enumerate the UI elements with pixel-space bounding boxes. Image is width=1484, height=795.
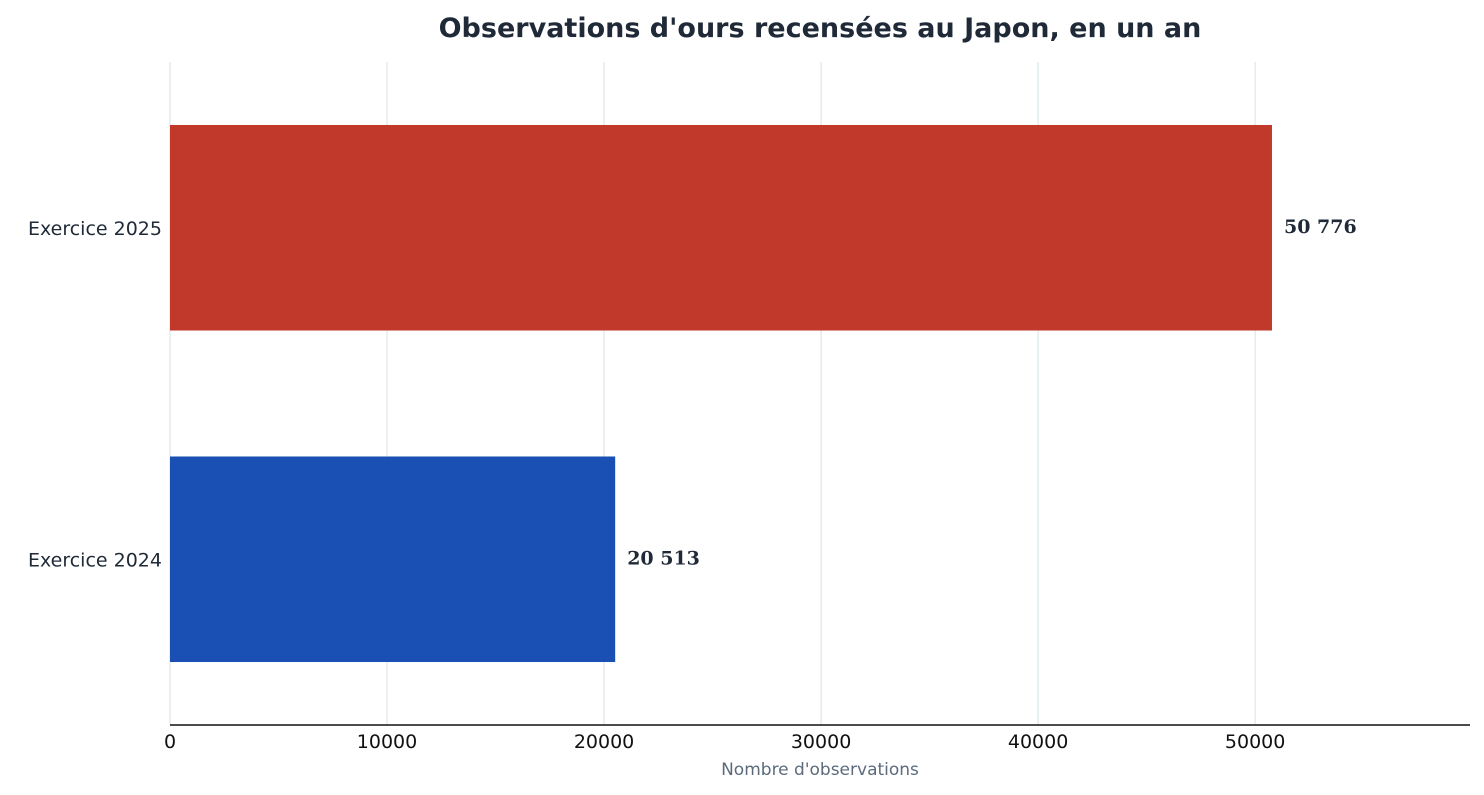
category-label-0: Exercice 2025	[28, 218, 162, 240]
bar-0	[170, 124, 1272, 331]
x-tick-labels: 0 10000 20000 30000 40000 50000	[164, 731, 1285, 753]
category-label-1: Exercice 2024	[28, 549, 162, 571]
x-tick-label-3: 30000	[791, 731, 851, 753]
value-label-0: 50 776	[1284, 216, 1357, 238]
x-tick-label-0: 0	[164, 731, 176, 753]
bars	[170, 124, 1272, 663]
chart-title: Observations d'ours recensées au Japon, …	[439, 13, 1202, 44]
x-tick-label-1: 10000	[357, 731, 417, 753]
value-label-1: 20 513	[627, 547, 700, 569]
x-tick-label-4: 40000	[1008, 731, 1068, 753]
x-tick-label-2: 20000	[574, 731, 634, 753]
bar-1	[170, 456, 616, 663]
category-labels: Exercice 2025 Exercice 2024	[28, 218, 162, 572]
x-axis-label: Nombre d'observations	[721, 760, 919, 780]
x-tick-label-5: 50000	[1225, 731, 1285, 753]
value-labels: 50 776 20 513	[627, 216, 1357, 570]
